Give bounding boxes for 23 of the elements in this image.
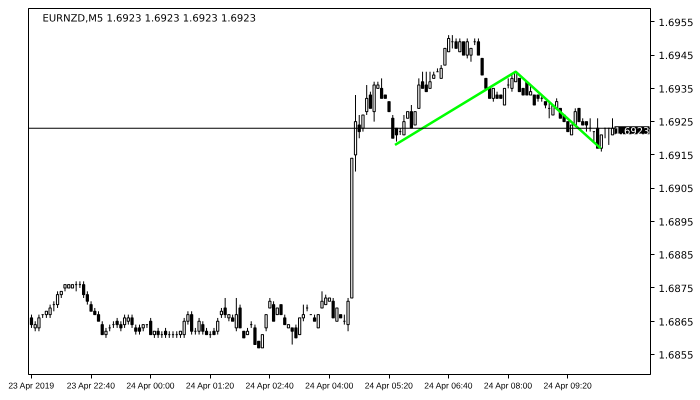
text: EURNZD,M5 1.6923 1.6923 1.6923 1.6923 <box>42 14 256 24</box>
y-tick-label: 1.6905 <box>658 184 694 196</box>
x-tick-label: 24 Apr 09:20 <box>543 380 592 390</box>
x-tick-label: 24 Apr 01:20 <box>186 380 234 390</box>
y-tick-label: 1.6935 <box>658 84 694 96</box>
y-tick-label: 1.6855 <box>658 350 694 362</box>
x-tick-label: 24 Apr 00:00 <box>126 380 175 390</box>
x-tick-label: 24 Apr 08:00 <box>484 380 532 390</box>
y-tick-label: 1.6865 <box>658 317 694 328</box>
y-tick-label: 1.6945 <box>658 51 694 62</box>
y-tick-label: 1.6885 <box>658 250 694 262</box>
y-tick-label: 1.6915 <box>658 150 694 162</box>
y-tick-label: 1.6895 <box>658 217 694 228</box>
y-tick-label: 1.6955 <box>658 18 694 29</box>
x-tick-label: 23 Apr 2019 <box>8 380 54 390</box>
x-tick-label: 24 Apr 04:00 <box>305 380 354 390</box>
x-tick-label: 23 Apr 22:40 <box>66 380 116 390</box>
x-tick-label: 24 Apr 02:40 <box>246 380 294 390</box>
ref-line-label: 1.6923 <box>614 126 650 138</box>
y-tick-label: 1.6925 <box>658 118 694 129</box>
x-tick-label: 24 Apr 05:20 <box>364 380 414 390</box>
x-tick-label: 24 Apr 06:40 <box>424 380 473 390</box>
y-tick-label: 1.6875 <box>658 284 694 295</box>
